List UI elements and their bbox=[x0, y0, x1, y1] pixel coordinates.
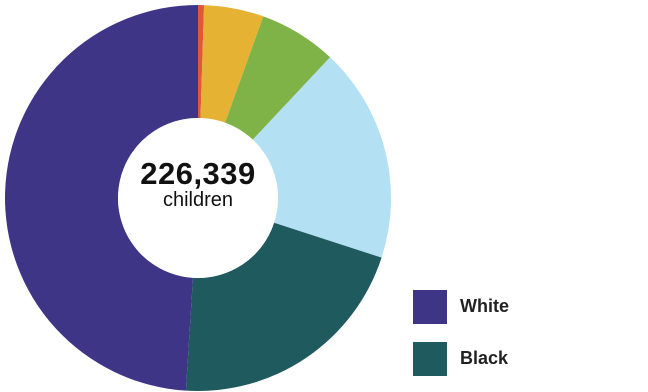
legend-label-white: White bbox=[460, 296, 509, 316]
donut-slice-3 bbox=[225, 16, 331, 140]
donut-slice-black bbox=[185, 222, 382, 392]
total-children-value: 226,339 bbox=[140, 156, 256, 191]
donut-slice-1 bbox=[198, 5, 205, 119]
legend-swatch-white bbox=[413, 290, 447, 324]
total-children-label: children bbox=[162, 189, 234, 211]
donut-slice-4 bbox=[252, 57, 391, 258]
donut-center: 226,339 children bbox=[118, 156, 278, 211]
donut-hole bbox=[118, 118, 278, 278]
donut-slice-2 bbox=[200, 5, 264, 123]
legend-swatch-black bbox=[413, 342, 447, 376]
legend-label-black: Black bbox=[460, 348, 509, 368]
donut-slice-white bbox=[5, 5, 198, 391]
